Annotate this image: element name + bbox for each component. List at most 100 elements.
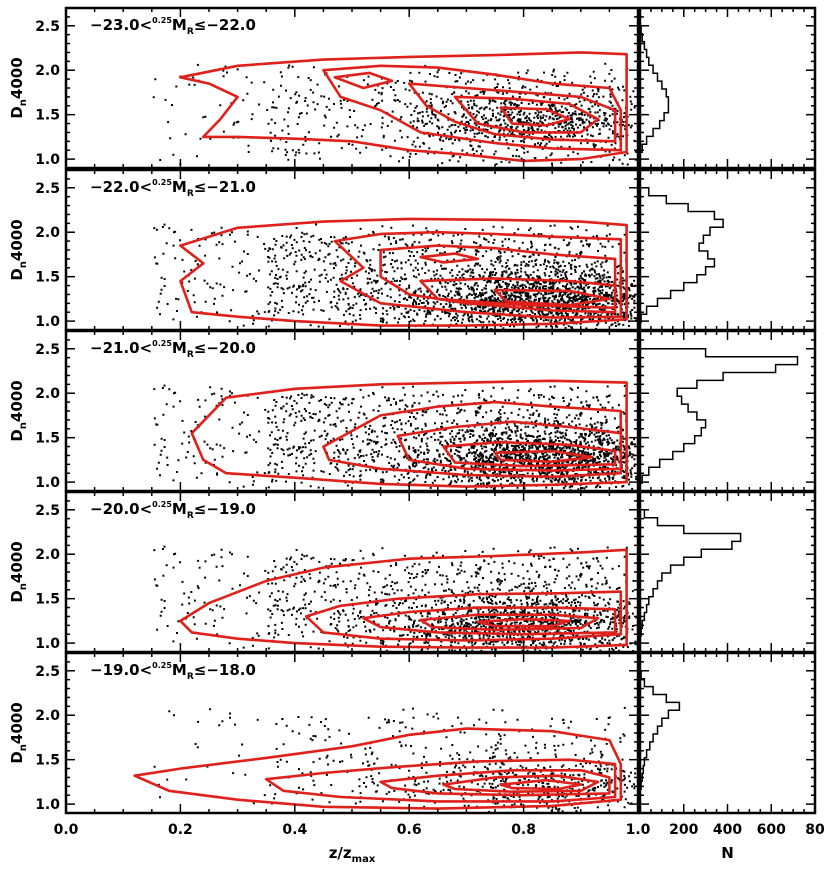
label-lo: −19.0<	[90, 661, 152, 679]
y-tick-label: 1.5	[35, 108, 60, 124]
scatter-points	[152, 62, 637, 166]
label-lo: −21.0<	[90, 339, 152, 357]
hist-tick-label: 80	[805, 822, 825, 838]
y-tick-label: 2.5	[35, 342, 60, 358]
label-hi: ≤−21.0	[194, 178, 256, 196]
label-sub: R	[187, 350, 194, 360]
scatter-dots	[153, 706, 637, 813]
scatter-dots	[153, 223, 638, 330]
y-axis-label: Dn4000	[8, 57, 29, 118]
label-sup: 0.25	[152, 500, 172, 509]
label-lo: −20.0<	[90, 500, 152, 518]
contour-level-2	[333, 230, 623, 319]
hist-tick-label: 200	[669, 822, 698, 838]
contour-level-6	[419, 252, 480, 264]
histogram-4	[639, 509, 742, 652]
label-sub: R	[187, 189, 194, 199]
ylabel-tail: 4000	[8, 380, 26, 422]
histogram-5	[639, 670, 681, 813]
label-mid: M	[172, 16, 187, 34]
contour-level-4	[442, 774, 600, 794]
panel-magnitude-label: −23.0<0.25MR≤−22.0	[90, 16, 256, 37]
ylabel-sub: n	[18, 99, 29, 106]
label-mid: M	[172, 178, 187, 196]
y-axis-label: Dn4000	[8, 219, 29, 280]
y-tick-label: 2.5	[35, 503, 60, 519]
panel-magnitude-label: −19.0<0.25MR≤−18.0	[90, 661, 256, 682]
y-tick-label: 2.0	[35, 63, 60, 79]
label-mid: M	[172, 500, 187, 518]
panel-1: 1.0 1.5 2.0 2.5 Dn4000 −23.0<0.25MR≤−22.0	[8, 6, 817, 170]
ylabel-sub: n	[18, 583, 29, 590]
contour-level-3	[379, 768, 611, 797]
ylabel-tail: 4000	[8, 219, 26, 261]
panel-magnitude-label: −21.0<0.25MR≤−20.0	[90, 339, 256, 360]
label-mid: M	[172, 661, 187, 679]
y-axis-label: Dn4000	[8, 702, 29, 763]
contour-level-6	[333, 71, 394, 90]
histogram-frame	[638, 651, 817, 815]
contour-level-2	[322, 64, 623, 152]
ylabel-tail: 4000	[8, 541, 26, 583]
density-contours	[179, 548, 628, 649]
contour-level-5	[499, 106, 571, 127]
panel-5: 1.0 1.5 2.0 2.5 Dn4000 −19.0<0.25MR≤−18.0	[8, 651, 817, 815]
histogram-frame	[638, 329, 817, 493]
scatter-points	[153, 706, 637, 813]
hist-x-axis-label: N	[721, 844, 734, 862]
ylabel-sub: n	[18, 261, 29, 268]
contour-level-3	[362, 606, 617, 636]
ylabel-main: D	[8, 106, 26, 118]
y-axis-label: Dn4000	[8, 541, 29, 602]
contour-level-5	[499, 778, 583, 791]
y-tick-label: 1.5	[35, 270, 60, 286]
contour-level-1	[179, 217, 628, 327]
contour-level-1	[179, 548, 628, 649]
x-tick-label: 0.0	[54, 822, 79, 838]
ylabel-tail: 4000	[8, 702, 26, 744]
contour-level-5	[493, 288, 611, 307]
label-sup: 0.25	[152, 16, 172, 25]
scatter-points	[153, 223, 638, 330]
label-sup: 0.25	[152, 339, 172, 348]
label-sub: R	[187, 27, 194, 37]
panel-magnitude-label: −20.0<0.25MR≤−19.0	[90, 500, 256, 521]
contour-level-3	[396, 420, 623, 472]
y-tick-label: 1.0	[35, 314, 60, 330]
x-tick-label: 0.8	[511, 822, 536, 838]
contour-level-1	[133, 727, 623, 810]
ylabel-sub: n	[18, 744, 29, 751]
label-lo: −23.0<	[90, 16, 152, 34]
y-tick-label: 1.5	[35, 592, 60, 608]
y-tick-label: 1.0	[35, 152, 60, 168]
x-tick-label: 0.4	[282, 822, 307, 838]
label-mid: M	[172, 339, 187, 357]
scatter-dots	[152, 62, 637, 166]
histogram-1	[639, 25, 670, 168]
ylabel-sub: n	[18, 422, 29, 429]
label-hi: ≤−22.0	[194, 16, 256, 34]
y-tick-label: 2.5	[35, 19, 60, 35]
y-tick-label: 1.0	[35, 475, 60, 491]
contour-level-5	[476, 617, 571, 628]
histogram-2	[639, 187, 724, 330]
y-tick-label: 2.0	[35, 225, 60, 241]
x-axis-label: z/zmax	[329, 844, 376, 865]
density-contours	[179, 217, 628, 327]
label-hi: ≤−18.0	[194, 661, 256, 679]
label-sub: R	[187, 672, 194, 682]
ylabel-tail: 4000	[8, 57, 26, 99]
y-tick-label: 2.0	[35, 386, 60, 402]
panel-4: 1.0 1.5 2.0 2.5 Dn4000 −20.0<0.25MR≤−19.0	[8, 490, 817, 654]
y-tick-label: 2.5	[35, 664, 60, 680]
panels-group: 1.01.52.02.5Dn4000−23.0<0.25MR≤−22.01.01…	[8, 6, 817, 815]
ylabel-main: D	[8, 590, 26, 602]
panel-2: 1.0 1.5 2.0 2.5 Dn4000 −22.0<0.25MR≤−21.0	[8, 168, 817, 332]
ylabel-main: D	[8, 429, 26, 441]
histogram-frame	[638, 6, 817, 170]
contour-level-2	[304, 590, 623, 642]
label-sup: 0.25	[152, 178, 172, 187]
label-sup: 0.25	[152, 661, 172, 670]
panel-magnitude-label: −22.0<0.25MR≤−21.0	[90, 178, 256, 199]
contour-level-4	[419, 277, 617, 310]
